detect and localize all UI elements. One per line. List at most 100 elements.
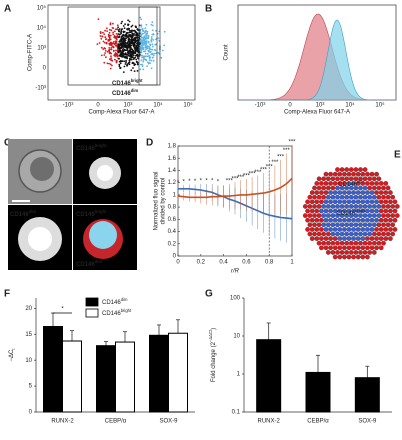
cell-dot: [319, 181, 324, 186]
cell-dot: [365, 181, 370, 186]
event-dot: [131, 51, 134, 53]
event-dot: [135, 54, 138, 56]
event-dot: [145, 40, 147, 43]
cell-dot: [335, 204, 340, 209]
cell-dot: [374, 208, 379, 214]
event-dot: [127, 52, 130, 54]
panel-label: B: [205, 4, 212, 15]
event-dot: [97, 18, 100, 20]
panel-label: F: [4, 289, 10, 300]
event-dot: [126, 57, 129, 60]
event-dot: [117, 47, 120, 49]
event-dot: [123, 34, 125, 37]
cell-dot: [369, 190, 375, 195]
event-dot: [122, 42, 124, 44]
cell-dot: [348, 204, 354, 209]
event-dot: [141, 29, 144, 31]
cell-dot: [330, 204, 336, 209]
event-dot: [110, 59, 113, 61]
cell-dot: [371, 194, 377, 200]
cell-dot: [367, 194, 373, 200]
cell-dot: [383, 208, 389, 214]
cell-dot: [385, 231, 391, 237]
cell-dot: [360, 171, 366, 177]
cell-dot: [374, 217, 379, 223]
event-dot: [131, 35, 134, 37]
significance: ***: [249, 172, 257, 178]
panel-label: E: [394, 150, 401, 161]
event-dot: [118, 55, 121, 57]
event-dot: [106, 62, 109, 65]
event-dot: [127, 54, 130, 57]
cell-dot: [342, 236, 347, 241]
schematic-label-base: CD146: [336, 211, 355, 217]
cell-dot: [378, 181, 384, 186]
event-dot: [104, 36, 107, 39]
cell-dot: [328, 236, 333, 241]
x-tick-label: CEBP/α: [105, 419, 127, 425]
cell-dot: [365, 217, 370, 223]
cell-dot: [355, 199, 361, 205]
legend-label: CD146bright: [102, 308, 132, 317]
cell-dot: [346, 190, 352, 195]
event-dot: [125, 46, 127, 49]
panel-label: D: [146, 138, 153, 149]
cell-dot: [351, 227, 356, 232]
legend-label: CD146dim: [112, 88, 138, 97]
event-dot: [131, 29, 134, 32]
event-dot: [116, 55, 119, 58]
cell-dot: [332, 199, 338, 205]
legend-label-sup: bright: [131, 78, 143, 83]
event-dot: [121, 52, 124, 55]
event-dot: [127, 19, 129, 22]
cell-dot: [365, 208, 370, 214]
event-dot: [150, 36, 153, 38]
cell-dot: [383, 199, 389, 205]
cell-dot: [332, 208, 338, 214]
cell-dot: [348, 231, 354, 237]
cell-dot: [346, 208, 352, 214]
cell-dot: [367, 240, 373, 246]
cell-dot: [371, 204, 377, 209]
cell-dot: [332, 190, 338, 195]
cell-dot: [339, 167, 345, 172]
cell-dot: [383, 227, 389, 232]
event-dot: [148, 56, 151, 58]
cell-dot: [342, 208, 347, 214]
event-dot: [118, 40, 121, 43]
cell-dot: [378, 236, 384, 241]
cell-dot: [385, 194, 391, 200]
cell-dot: [346, 171, 352, 177]
cell-dot: [316, 204, 322, 209]
x-tick-label: -10³: [63, 103, 74, 109]
image-label: CD146bright: [76, 209, 107, 218]
event-dot: [104, 29, 106, 32]
cell-dot: [358, 176, 363, 182]
cell-dot: [321, 222, 327, 228]
event-dot: [157, 37, 160, 39]
y-tick-label: 1.2: [168, 180, 177, 186]
event-dot: [109, 38, 112, 41]
y-tick-label: 1: [173, 192, 177, 198]
event-dot: [118, 63, 121, 66]
event-dot: [125, 53, 128, 56]
cell-dot: [335, 231, 340, 237]
legend-label-sup: bright: [121, 308, 132, 313]
cell-dot: [360, 217, 366, 223]
bar: [168, 332, 188, 413]
bar: [256, 339, 282, 413]
x-tick-label: 10⁴: [345, 102, 355, 109]
cell-dot: [344, 194, 350, 200]
cell-dot: [305, 227, 310, 232]
event-dot: [136, 39, 139, 42]
cell-dot: [342, 181, 347, 186]
cell-dot: [355, 227, 361, 232]
event-dot: [152, 24, 154, 27]
event-dot: [138, 53, 141, 56]
event-dot: [139, 47, 142, 49]
event-dot: [119, 50, 122, 53]
legend-label-sup: dim: [121, 297, 128, 302]
event-dot: [141, 56, 143, 59]
event-dot: [113, 35, 116, 38]
event-dot: [126, 48, 129, 50]
